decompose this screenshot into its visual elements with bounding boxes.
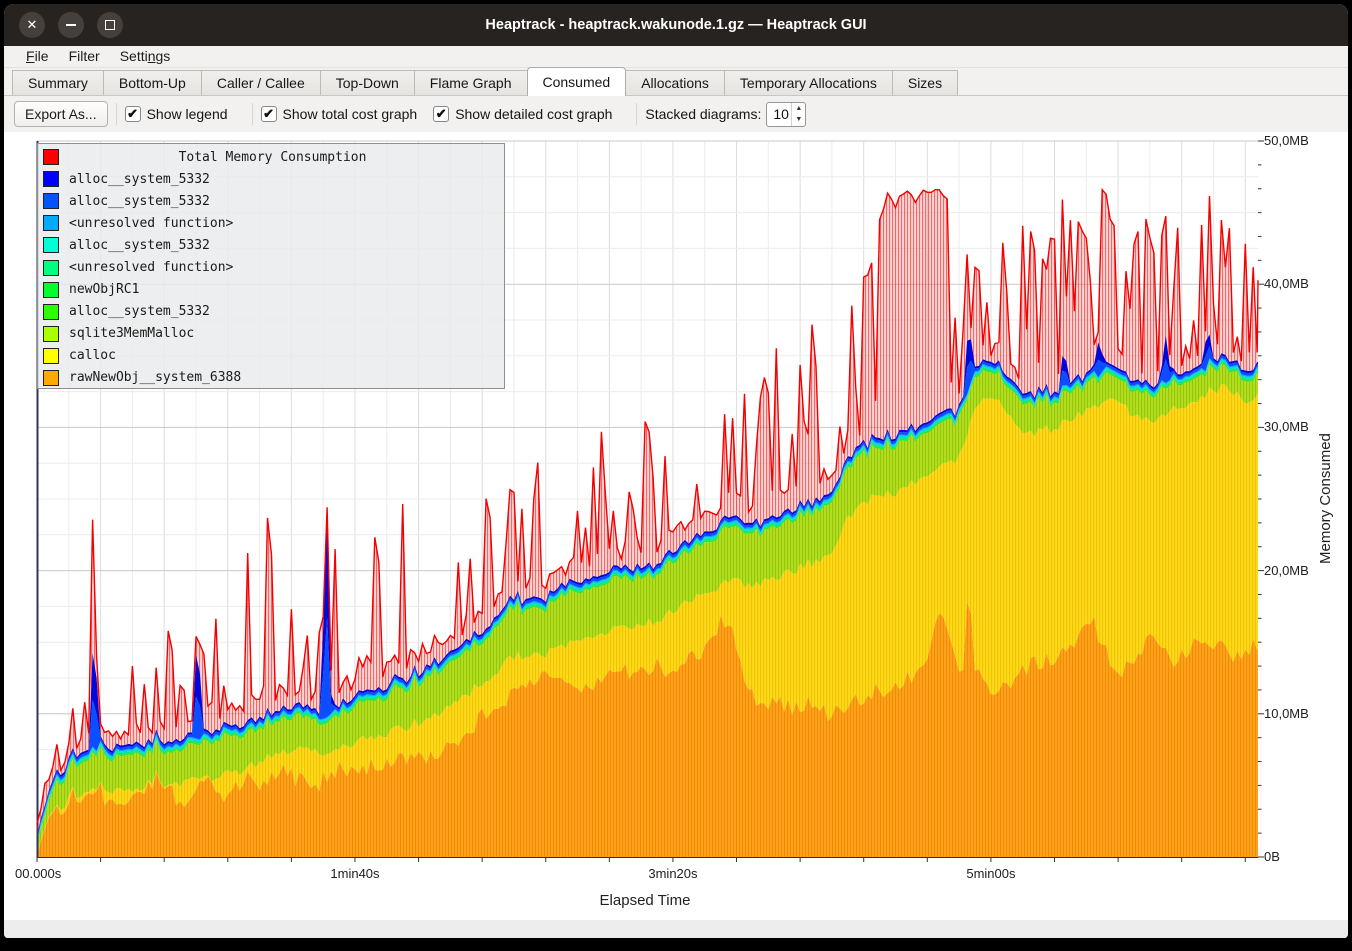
y-tick-label: 50,0MB bbox=[1264, 133, 1309, 148]
spinner-value: 10 bbox=[773, 105, 789, 122]
legend-row: Total Memory Consumption bbox=[41, 146, 504, 168]
show-legend-checkbox[interactable]: ✔ Show legend bbox=[124, 106, 228, 122]
tab-temporary-allocations[interactable]: Temporary Allocations bbox=[723, 70, 893, 95]
tab-flame-graph[interactable]: Flame Graph bbox=[413, 70, 528, 95]
legend-swatch bbox=[43, 193, 59, 210]
minimize-icon bbox=[66, 24, 76, 26]
menu-bar: File Filter Settings bbox=[4, 46, 1348, 68]
toolbar: Export As... ✔ Show legend ✔ Show total … bbox=[4, 96, 1348, 132]
x-tick-label: 00.000s bbox=[15, 866, 62, 881]
x-tick-label: 3min20s bbox=[648, 866, 698, 881]
menu-settings[interactable]: Settings bbox=[119, 47, 171, 64]
legend-label: calloc bbox=[69, 348, 116, 364]
legend-row: <unresolved function> bbox=[41, 212, 504, 234]
x-axis-title: Elapsed Time bbox=[599, 892, 691, 909]
maximize-icon bbox=[105, 20, 115, 30]
tab-summary[interactable]: Summary bbox=[12, 70, 104, 95]
spinner-down-icon[interactable]: ▼ bbox=[795, 116, 803, 124]
legend-label: sqlite3MemMalloc bbox=[69, 326, 195, 342]
legend-label: Total Memory Consumption bbox=[178, 149, 367, 165]
legend-swatch bbox=[43, 303, 59, 320]
legend-swatch bbox=[43, 149, 59, 166]
checkbox-checked-icon: ✔ bbox=[124, 106, 141, 122]
legend-row: alloc__system_5332 bbox=[41, 168, 504, 190]
legend-swatch bbox=[43, 347, 59, 364]
stacked-diagrams-spinner[interactable]: 10 ▲ ▼ bbox=[766, 101, 807, 127]
legend-label: <unresolved function> bbox=[69, 260, 234, 276]
toolbar-separator bbox=[636, 103, 638, 125]
menu-file[interactable]: File bbox=[26, 47, 49, 64]
tab-bottom-up[interactable]: Bottom-Up bbox=[102, 70, 202, 95]
tab-caller-callee[interactable]: Caller / Callee bbox=[200, 70, 321, 95]
title-bar: ✕ Heaptrack - heaptrack.wakunode.1.gz — … bbox=[4, 4, 1348, 46]
y-tick-label: 40,0MB bbox=[1264, 276, 1309, 292]
maximize-button[interactable] bbox=[97, 12, 123, 38]
close-icon: ✕ bbox=[26, 17, 38, 32]
menu-filter[interactable]: Filter bbox=[68, 47, 100, 64]
x-tick-label: 1min40s bbox=[330, 866, 380, 881]
legend-row: alloc__system_5332 bbox=[41, 301, 504, 323]
y-tick-label: 0B bbox=[1264, 849, 1280, 864]
legend-row: newObjRC1 bbox=[41, 279, 504, 301]
minimize-button[interactable] bbox=[58, 12, 84, 38]
legend-row: alloc__system_5332 bbox=[41, 190, 504, 212]
legend-label: alloc__system_5332 bbox=[69, 171, 210, 187]
legend-label: alloc__system_5332 bbox=[69, 237, 210, 253]
stacked-diagrams-label: Stacked diagrams: bbox=[645, 106, 762, 122]
consumed-chart-panel: Total Memory Consumption alloc__system_53… bbox=[4, 132, 1348, 920]
show-total-cost-checkbox[interactable]: ✔ Show total cost graph bbox=[260, 106, 418, 122]
checkbox-checked-icon: ✔ bbox=[260, 106, 277, 122]
tab-top-down[interactable]: Top-Down bbox=[319, 70, 415, 95]
checkbox-label: Show total cost graph bbox=[282, 106, 418, 122]
legend-row: <unresolved function> bbox=[41, 256, 504, 278]
checkbox-label: Show legend bbox=[146, 106, 228, 122]
y-tick-label: 10,0MB bbox=[1264, 705, 1309, 721]
legend-label: <unresolved function> bbox=[69, 215, 234, 231]
legend-row: calloc bbox=[41, 345, 504, 367]
legend-swatch bbox=[43, 259, 59, 276]
x-tick-label: 5min00s bbox=[966, 866, 1016, 881]
legend-swatch bbox=[43, 237, 59, 254]
y-tick-label: 30,0MB bbox=[1264, 419, 1309, 435]
spinner-up-icon[interactable]: ▲ bbox=[795, 104, 803, 112]
stacked-area-chart-svg bbox=[36, 140, 1264, 862]
checkbox-checked-icon: ✔ bbox=[433, 106, 450, 122]
legend-label: alloc__system_5332 bbox=[69, 193, 210, 209]
legend-label: newObjRC1 bbox=[69, 282, 140, 298]
legend-row: sqlite3MemMalloc bbox=[41, 323, 504, 345]
plot-area[interactable] bbox=[36, 140, 1264, 862]
show-detailed-cost-checkbox[interactable]: ✔ Show detailed cost graph bbox=[433, 106, 612, 122]
legend-swatch bbox=[43, 369, 59, 386]
toolbar-separator bbox=[251, 103, 253, 125]
legend-row: alloc__system_5332 bbox=[41, 234, 504, 256]
tab-bar: Summary Bottom-Up Caller / Callee Top-Do… bbox=[4, 67, 1348, 96]
legend-swatch bbox=[43, 215, 59, 232]
legend-label: rawNewObj__system_6388 bbox=[69, 370, 242, 386]
export-as-button[interactable]: Export As... bbox=[14, 101, 108, 127]
chart-legend: Total Memory Consumption alloc__system_53… bbox=[37, 143, 505, 389]
legend-swatch bbox=[43, 171, 59, 188]
total-cost-graph-svg bbox=[36, 187, 1259, 836]
legend-swatch bbox=[43, 281, 59, 298]
legend-swatch bbox=[43, 325, 59, 342]
app-window: ✕ Heaptrack - heaptrack.wakunode.1.gz — … bbox=[4, 4, 1348, 938]
close-button[interactable]: ✕ bbox=[19, 12, 45, 38]
tab-consumed[interactable]: Consumed bbox=[526, 67, 627, 96]
legend-label: alloc__system_5332 bbox=[69, 304, 210, 320]
legend-row: rawNewObj__system_6388 bbox=[41, 367, 504, 389]
checkbox-label: Show detailed cost graph bbox=[455, 106, 613, 122]
y-axis-title: Memory Consumed bbox=[1317, 433, 1334, 565]
tab-allocations[interactable]: Allocations bbox=[625, 70, 725, 95]
tab-sizes[interactable]: Sizes bbox=[891, 70, 959, 95]
window-title: Heaptrack - heaptrack.wakunode.1.gz — He… bbox=[485, 17, 867, 33]
window-bottom-margin bbox=[4, 920, 1348, 938]
y-tick-label: 20,0MB bbox=[1264, 562, 1309, 578]
toolbar-separator bbox=[115, 103, 117, 125]
